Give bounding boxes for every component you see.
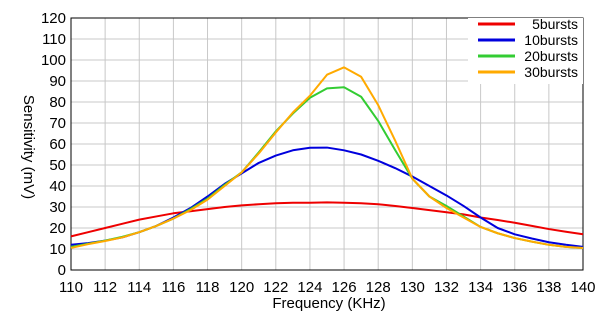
y-tick-label: 80 — [49, 94, 66, 111]
x-tick-label: 126 — [332, 279, 357, 296]
x-tick-label: 122 — [263, 279, 288, 296]
y-tick-label: 30 — [49, 199, 66, 216]
legend-label-5bursts: 5bursts — [532, 16, 578, 32]
x-tick-label: 110 — [59, 279, 83, 296]
y-axis-label: Sensitivity (mV) — [20, 95, 37, 199]
x-tick-label: 118 — [196, 279, 220, 296]
y-tick-label: 50 — [49, 157, 66, 174]
series-line-5bursts — [70, 201, 584, 238]
x-tick-label: 132 — [434, 279, 459, 296]
x-tick-label: 116 — [161, 279, 185, 296]
legend-label-10bursts: 10bursts — [524, 32, 578, 48]
axis-layer: 110 112 114 116 118 120 122 124 126 128 130 132 134 1… — [41, 10, 596, 296]
x-axis-label: Frequency (KHz) — [272, 295, 385, 312]
y-tick-label: 70 — [49, 115, 66, 132]
x-tick-label: 130 — [400, 279, 425, 296]
y-tick-label: 100 — [41, 52, 66, 69]
x-tick-label: 114 — [127, 279, 151, 296]
x-tick-label: 136 — [502, 279, 527, 296]
y-tick-label: 10 — [49, 241, 66, 258]
x-tick-label: 128 — [366, 279, 391, 296]
y-tick-label: 40 — [49, 178, 66, 195]
x-tick-label: 138 — [536, 279, 561, 296]
y-tick-label: 90 — [49, 73, 66, 90]
legend-label-30bursts: 30bursts — [524, 64, 578, 80]
y-tick-label: 110 — [42, 31, 66, 48]
series-layer — [70, 66, 584, 249]
x-tick-label: 134 — [468, 279, 493, 296]
y-tick-label: 60 — [49, 136, 66, 153]
x-tick-label: 112 — [93, 279, 117, 296]
y-tick-label: 120 — [41, 10, 66, 27]
x-tick-label: 140 — [570, 279, 595, 296]
series-line-30bursts — [70, 66, 584, 249]
legend-label-20bursts: 20bursts — [524, 48, 578, 64]
y-tick-label: 0 — [58, 262, 66, 279]
plot-frame — [70, 17, 584, 271]
x-tick-label: 120 — [229, 279, 254, 296]
x-tick-label: 124 — [297, 279, 322, 296]
y-tick-label: 20 — [49, 220, 66, 237]
